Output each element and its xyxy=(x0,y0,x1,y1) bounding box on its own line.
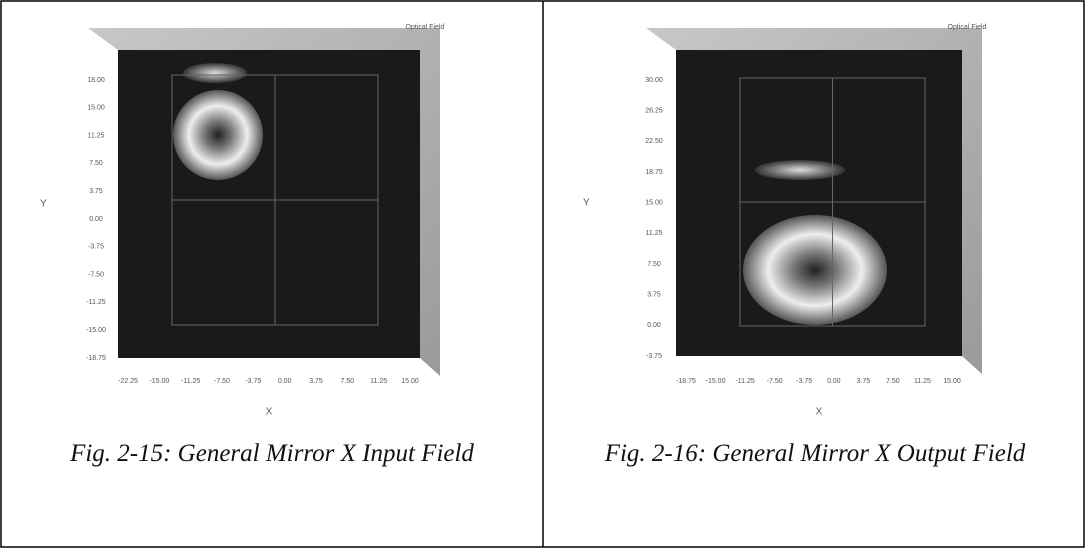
y-tick-label: -7.50 xyxy=(88,271,104,278)
x-tick-label: -18.75 xyxy=(676,378,696,385)
y-tick-label: 22.50 xyxy=(645,138,663,145)
y-tick-label: 7.50 xyxy=(647,261,661,268)
x-tick-label: 7.50 xyxy=(341,378,355,385)
x-tick-label: 7.50 xyxy=(886,378,900,385)
x-tick-label: -3.75 xyxy=(796,378,812,385)
x-tick-label: 3.75 xyxy=(309,378,323,385)
x-tick-label: 0.00 xyxy=(278,378,292,385)
y-tick-label: -15.00 xyxy=(86,327,106,334)
y-tick-label: 26.25 xyxy=(645,108,663,115)
x-tick-label: -15.00 xyxy=(149,378,169,385)
x-axis-label: X xyxy=(816,407,823,418)
field-band xyxy=(183,63,247,83)
y-tick-label: 15.00 xyxy=(645,200,663,207)
y-tick-label: 0.00 xyxy=(647,322,661,329)
x-tick-label: -7.50 xyxy=(214,378,230,385)
y-tick-label: -3.75 xyxy=(646,353,662,360)
x-tick-label: -7.50 xyxy=(767,378,783,385)
x-tick-label: 15.00 xyxy=(943,378,961,385)
x-tick-label: 0.00 xyxy=(827,378,841,385)
y-tick-label: 0.00 xyxy=(89,216,103,223)
page: Optical Field Y X 18.00 15.00 11.25 7.50 3.75 0.… xyxy=(0,0,1085,548)
plot-area xyxy=(118,50,420,358)
y-tick-label: 30.00 xyxy=(645,77,663,84)
y-tick-label: 3.75 xyxy=(89,188,103,195)
x-tick-label: 11.25 xyxy=(370,378,387,385)
x-tick-label: -15.00 xyxy=(706,378,726,385)
x-axis-label: X xyxy=(266,407,273,418)
x-tick-label: 3.75 xyxy=(857,378,871,385)
y-tick-label: 11.25 xyxy=(646,230,663,237)
caption: Fig. 2-16: General Mirror X Output Field xyxy=(555,438,1075,470)
plot-title: Optical Field xyxy=(948,24,987,31)
y-tick-label: 3.75 xyxy=(647,292,661,299)
x-tick-label: -22.25 xyxy=(118,378,138,385)
y-tick-label: 15.00 xyxy=(87,105,105,112)
y-tick-label: -3.75 xyxy=(88,244,104,251)
field-band xyxy=(755,160,845,180)
y-tick-label: 18.75 xyxy=(645,169,663,176)
y-axis-label: Y xyxy=(583,198,590,209)
field-spot xyxy=(743,215,887,325)
y-tick-label: -18.75 xyxy=(86,355,106,362)
field-spot xyxy=(173,90,263,180)
x-tick-label: 11.25 xyxy=(914,378,931,385)
y-tick-label: -11.25 xyxy=(86,299,105,306)
caption: Fig. 2-15: General Mirror X Input Field xyxy=(12,438,532,470)
y-axis-label: Y xyxy=(40,199,47,210)
x-tick-label: -3.75 xyxy=(245,378,261,385)
x-tick-label: 15.00 xyxy=(401,378,419,385)
x-tick-label: -11.25 xyxy=(735,378,754,385)
plot-title: Optical Field xyxy=(406,24,445,31)
y-tick-label: 11.25 xyxy=(88,132,105,139)
x-tick-label: -11.25 xyxy=(181,378,200,385)
y-tick-label: 18.00 xyxy=(87,77,105,84)
y-tick-label: 7.50 xyxy=(89,160,103,167)
